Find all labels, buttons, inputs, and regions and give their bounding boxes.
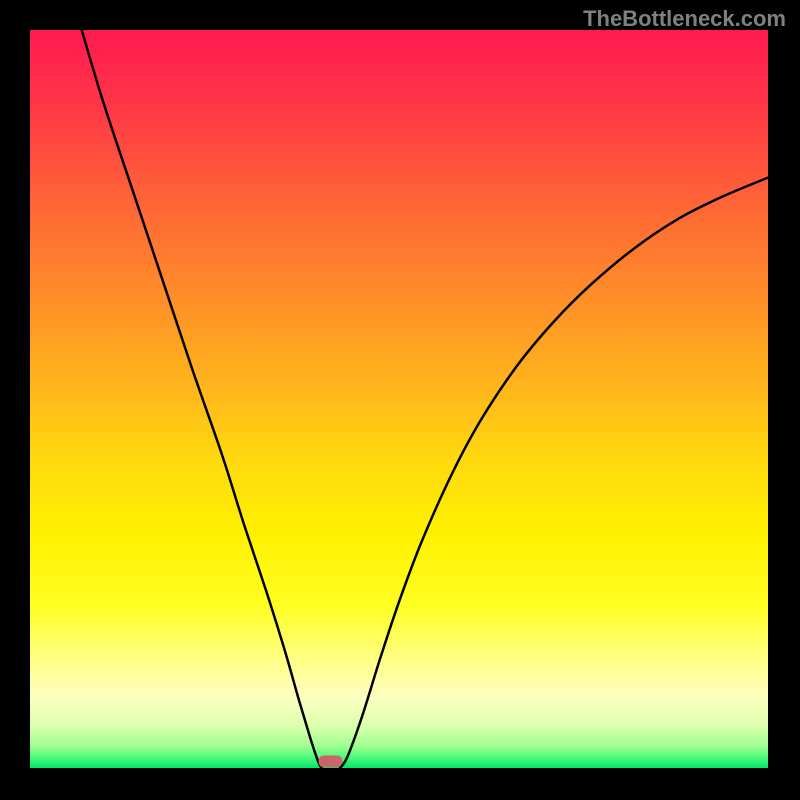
bottleneck-chart — [0, 0, 800, 800]
gradient-background — [30, 30, 768, 768]
watermark-text: TheBottleneck.com — [583, 6, 786, 32]
optimal-point-marker — [319, 755, 343, 767]
chart-container: TheBottleneck.com — [0, 0, 800, 800]
